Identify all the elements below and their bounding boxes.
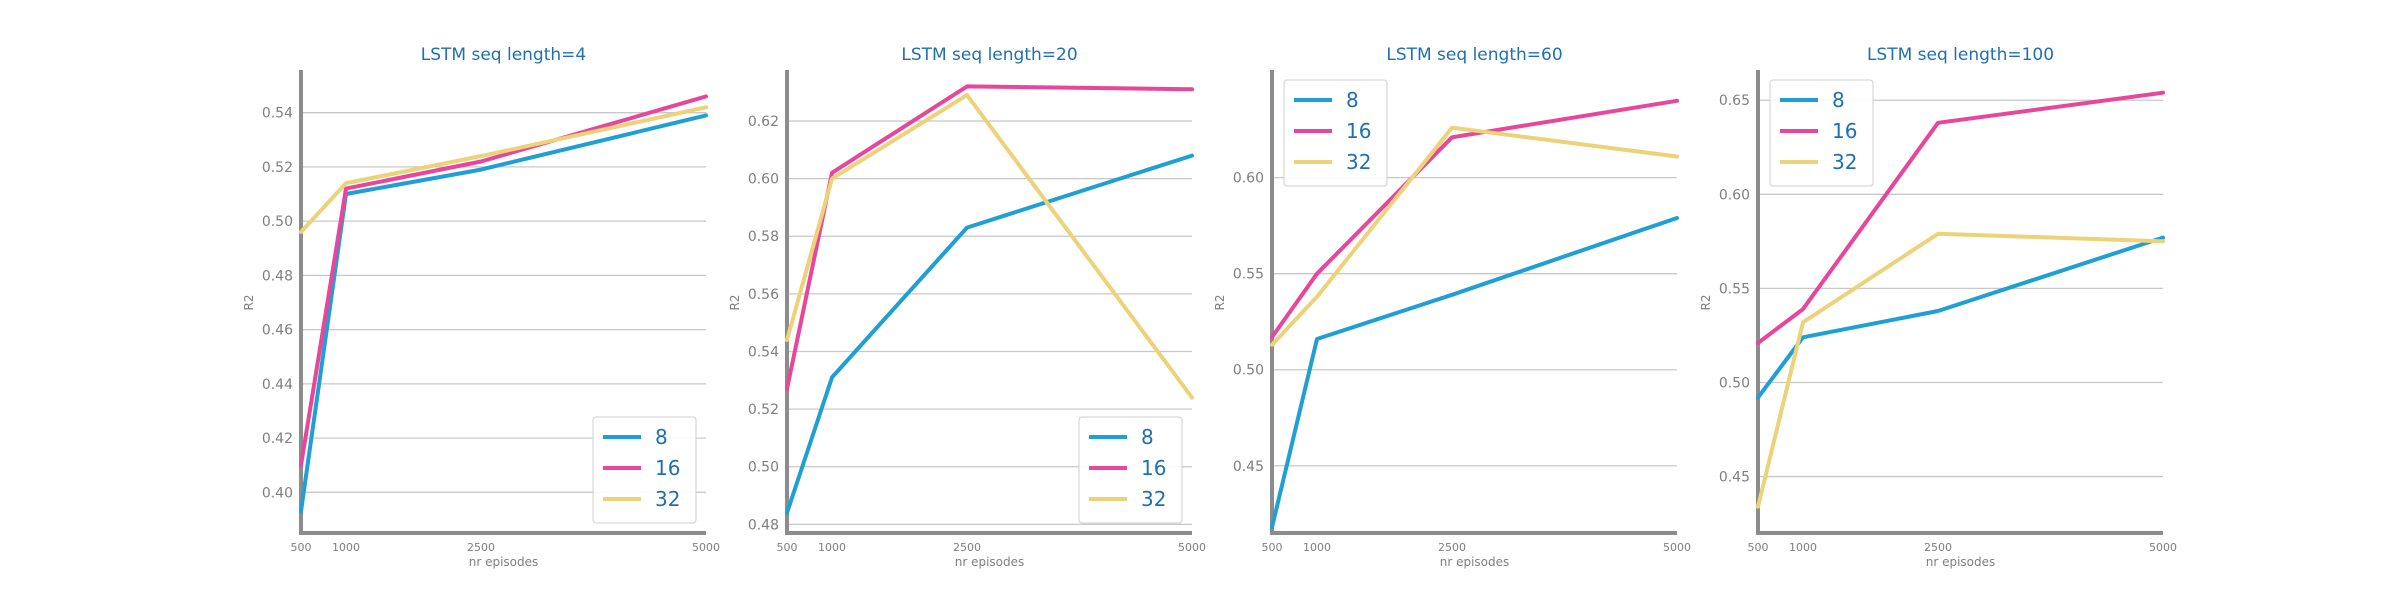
x-tick-label: 1000	[332, 541, 360, 554]
y-tick-label: 0.40	[262, 485, 293, 501]
series-line-8	[1756, 235, 2165, 400]
series-line-16	[1270, 98, 1679, 340]
y-tick-label: 0.50	[1233, 363, 1264, 379]
legend-entry: 16	[1346, 119, 1371, 143]
chart-title: LSTM seq length=20	[901, 45, 1077, 65]
legend: 8 16 32	[1769, 79, 1874, 187]
y-tick-label: 0.65	[1719, 93, 1750, 109]
x-axis-label: nr episodes	[1926, 555, 1996, 569]
y-tick-label: 0.58	[748, 229, 779, 245]
y-tick-label: 0.45	[1233, 459, 1264, 475]
x-tick-label: 5000	[692, 541, 720, 554]
subplot-2: 0.48 0.50 0.52 0.54 0.56 0.58 0.60 0.62 500 1000 2…	[728, 45, 1206, 569]
x-tick-label: 500	[291, 541, 312, 554]
x-tick-label: 2500	[467, 541, 495, 554]
y-tick-label: 0.62	[748, 114, 779, 130]
y-tick-label: 0.60	[1719, 187, 1750, 203]
y-tick-label: 0.46	[262, 323, 293, 339]
y-tick-label: 0.54	[748, 344, 779, 360]
legend-entry: 16	[1141, 456, 1166, 480]
legend-entry: 8	[1832, 88, 1845, 112]
y-tick-label: 0.52	[748, 402, 779, 418]
y-tick-label: 0.52	[262, 160, 293, 176]
x-tick-label: 500	[1262, 541, 1283, 554]
x-axis-label: nr episodes	[955, 555, 1025, 569]
y-tick-label: 0.50	[748, 460, 779, 476]
legend-entry: 32	[655, 487, 680, 511]
y-axis-label: R2	[1699, 295, 1713, 311]
y-tick-label: 0.44	[262, 377, 293, 393]
chart-title: LSTM seq length=60	[1386, 45, 1562, 65]
legend-entry: 32	[1141, 487, 1166, 511]
legend-box	[1769, 79, 1874, 187]
series-line-8	[785, 153, 1194, 515]
x-axis-label: nr episodes	[469, 555, 539, 569]
x-tick-label: 1000	[818, 541, 846, 554]
series-line-16	[299, 94, 708, 468]
x-tick-label: 500	[777, 541, 798, 554]
x-tick-label: 500	[1748, 541, 1769, 554]
y-tick-label: 0.42	[262, 431, 293, 447]
y-tick-label: 0.54	[262, 106, 293, 122]
legend-entry: 8	[1346, 88, 1359, 112]
x-tick-label: 5000	[1663, 541, 1691, 554]
x-tick-label: 2500	[1438, 541, 1466, 554]
series-line-8	[299, 113, 708, 514]
chart-title: LSTM seq length=100	[1867, 45, 2054, 65]
legend-box	[1078, 416, 1183, 524]
y-tick-label: 0.48	[748, 517, 779, 533]
series-line-16	[1756, 90, 2165, 345]
y-tick-label: 0.60	[748, 172, 779, 188]
legend-entry: 8	[655, 425, 668, 449]
y-tick-label: 0.56	[748, 287, 779, 303]
subplot-3: 0.45 0.50 0.55 0.60 500 1000 2500 5000 LSTM seq …	[1213, 45, 1691, 569]
y-tick-label: 0.50	[1719, 375, 1750, 391]
subplot-4: 0.45 0.50 0.55 0.60 0.65 500 1000 2500 5000 LSTM …	[1699, 45, 2177, 569]
legend-entry: 16	[1832, 119, 1857, 143]
legend-entry: 32	[1346, 150, 1371, 174]
y-tick-label: 0.55	[1233, 267, 1264, 283]
legend-entry: 16	[655, 456, 680, 480]
chart-title: LSTM seq length=4	[421, 45, 586, 65]
x-axis-label: nr episodes	[1440, 555, 1510, 569]
series-line-32	[1756, 231, 2165, 509]
x-tick-label: 5000	[2149, 541, 2177, 554]
x-tick-label: 2500	[1924, 541, 1952, 554]
y-axis-label: R2	[728, 295, 742, 311]
subplot-1: 0.40 0.42 0.44 0.46 0.48 0.50 0.52 0.54 500 1000 2…	[242, 45, 720, 569]
legend-box	[592, 416, 697, 524]
series-line-32	[785, 93, 1194, 400]
legend: 8 16 32	[1283, 79, 1388, 187]
y-tick-label: 0.48	[262, 268, 293, 284]
legend-entry: 32	[1832, 150, 1857, 174]
y-axis-label: R2	[242, 295, 256, 311]
y-tick-label: 0.50	[262, 214, 293, 230]
y-tick-label: 0.55	[1719, 281, 1750, 297]
y-tick-label: 0.45	[1719, 470, 1750, 486]
x-tick-label: 5000	[1178, 541, 1206, 554]
x-tick-label: 1000	[1303, 541, 1331, 554]
series-line-32	[1270, 125, 1679, 347]
legend: 8 16 32	[1078, 416, 1183, 524]
x-tick-label: 2500	[953, 541, 981, 554]
legend: 8 16 32	[592, 416, 697, 524]
series-line-8	[1270, 216, 1679, 530]
series-line-16	[785, 84, 1194, 391]
series-line-32	[299, 105, 708, 234]
y-tick-label: 0.60	[1233, 171, 1264, 187]
legend-box	[1283, 79, 1388, 187]
x-tick-label: 1000	[1789, 541, 1817, 554]
legend-entry: 8	[1141, 425, 1154, 449]
y-axis-label: R2	[1213, 295, 1227, 311]
